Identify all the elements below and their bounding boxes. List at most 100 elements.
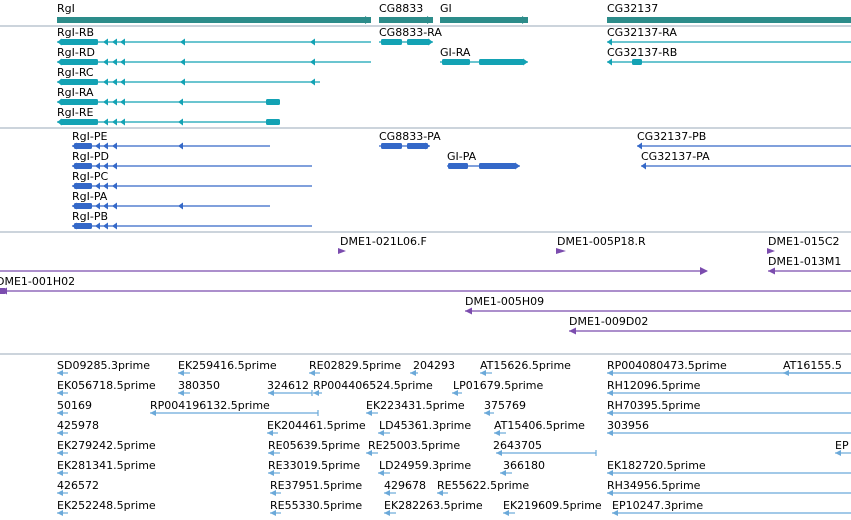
est-feature[interactable]: 426572 [57,479,99,496]
est-feature[interactable]: EK281341.5prime [57,459,156,476]
protein-feature[interactable]: RgI-PA [72,190,270,210]
feature-label: RE37951.5prime [270,479,362,492]
transcript-feature[interactable]: GI-RA [440,46,528,66]
feature-label: CG32137-PA [641,150,710,163]
feature-label: AT15406.5prime [494,419,585,432]
est-feature[interactable]: RH12096.5prime [607,379,851,396]
est-feature[interactable]: RE25003.5prime [366,439,460,456]
est-feature[interactable]: EP10247.3prime [612,499,851,516]
gene-track: RgI CG8833 GI CG32137 [57,2,851,24]
feature-label: GI [440,2,452,15]
est-feature[interactable]: RE05639.5prime [268,439,360,456]
transcript-feature[interactable]: CG8833-RA [379,26,442,46]
est-feature[interactable]: LD45361.3prime [378,419,471,436]
feature-label: CG8833 [379,2,423,15]
feature-label: 2643705 [493,439,542,452]
clone-feature[interactable]: DME1-001H02 [0,275,851,295]
est-feature[interactable]: LP01679.5prime [452,379,544,396]
est-feature[interactable]: 380350 [178,379,220,396]
est-feature[interactable]: EK219609.5prime [503,499,602,516]
est-feature[interactable]: EK282263.5prime [384,499,483,516]
est-feature[interactable]: 2643705 [493,439,597,456]
est-feature[interactable]: AT15406.5prime [494,419,585,436]
feature-label: RE33019.5prime [268,459,360,472]
feature-label: RgI-RA [57,86,94,99]
est-feature[interactable]: RP004406524.5prime [313,379,433,396]
transcript-feature[interactable]: RgI-RD [57,46,371,66]
protein-feature[interactable]: GI-PA [447,150,520,170]
protein-feature[interactable]: RgI-PC [72,170,312,190]
est-feature[interactable]: RH70395.5prime [607,399,851,416]
est-feature[interactable]: 375769 [484,399,526,416]
est-feature[interactable]: AT16155.5 [783,359,851,376]
est-feature[interactable]: RE02829.5prime [309,359,401,376]
transcript-feature[interactable]: RgI-RE [57,106,280,126]
feature-label: 425978 [57,419,99,432]
feature-label: DME1-005P18.R [557,235,646,248]
est-feature[interactable]: EK223431.5prime [366,399,465,416]
feature-label: RE05639.5prime [268,439,360,452]
est-feature[interactable]: 366180 [500,459,545,476]
feature-label: CG32137-PB [637,130,706,143]
transcript-feature[interactable]: CG32137-RB [607,46,851,66]
est-feature[interactable]: EK204461.5prime [267,419,366,436]
feature-label: EK204461.5prime [267,419,366,432]
feature-label: CG32137-RB [607,46,677,59]
est-feature[interactable]: EP [835,439,851,456]
est-track: SD09285.3prime EK259416.5prime RE02829.5pr… [57,359,851,516]
est-feature[interactable]: 429678 [384,479,426,496]
feature-label: EK219609.5prime [503,499,602,512]
gene-feature[interactable]: CG32137 [607,2,851,23]
feature-label: RgI-RE [57,106,93,119]
est-feature[interactable]: 50169 [57,399,92,416]
gene-feature[interactable]: GI [440,2,528,24]
est-feature[interactable]: SD09285.3prime [57,359,150,376]
feature-label: SD09285.3prime [57,359,150,372]
est-feature[interactable]: 204293 [410,359,455,376]
feature-label: 324612 [267,379,309,392]
est-feature[interactable]: RP004196132.5prime [150,399,319,416]
est-feature[interactable]: EK259416.5prime [178,359,277,376]
est-feature[interactable]: 324612 [267,379,313,396]
clone-feature[interactable]: DME1-009D02 [569,315,851,335]
feature-label: RP004196132.5prime [150,399,270,412]
gene-feature[interactable]: RgI [57,2,371,24]
transcript-track: RgI-RB RgI-RD RgI-RC RgI-RA RgI-RE CG8833-RA G… [57,26,851,126]
protein-feature[interactable]: RgI-PB [72,210,312,230]
clone-feature[interactable]: DME1-005H09 [465,295,851,315]
est-feature[interactable]: 425978 [57,419,99,436]
est-feature[interactable]: EK279242.5prime [57,439,156,456]
protein-feature[interactable]: CG32137-PB [637,130,851,150]
clone-feature[interactable]: DME1-005P18.R [556,235,646,254]
feature-label: RgI-PC [72,170,108,183]
est-feature[interactable]: RH34956.5prime [607,479,851,496]
est-feature[interactable]: RE55330.5prime [270,499,362,516]
clone-feature[interactable]: DME1-015C2 [767,235,840,254]
transcript-feature[interactable]: CG32137-RA [607,26,851,46]
feature-label: DME1-015C2 [768,235,840,248]
protein-feature[interactable]: RgI-PD [72,150,312,170]
est-feature[interactable]: EK182720.5prime [607,459,851,476]
transcript-feature[interactable]: RgI-RB [57,26,371,46]
est-feature[interactable]: EK056718.5prime [57,379,156,396]
feature-label: EK282263.5prime [384,499,483,512]
est-feature[interactable]: EK252248.5prime [57,499,156,516]
est-feature[interactable]: AT15626.5prime [480,359,571,376]
clone-span[interactable] [0,267,708,294]
clone-feature[interactable]: DME1-013M1 [768,255,851,275]
est-feature[interactable]: RE37951.5prime [270,479,362,496]
est-feature[interactable]: RE33019.5prime [268,459,360,476]
gene-feature[interactable]: CG8833 [379,2,433,24]
transcript-feature[interactable]: RgI-RC [57,66,320,86]
transcript-feature[interactable]: RgI-RA [57,86,280,106]
est-feature[interactable]: RE55622.5prime [437,479,529,496]
est-feature[interactable]: 303956 [607,419,851,436]
protein-feature[interactable]: CG32137-PA [641,150,851,170]
est-feature[interactable]: LD24959.3prime [378,459,471,476]
protein-feature[interactable]: RgI-PE [72,130,270,150]
clone-feature[interactable]: DME1-021L06.F [338,235,427,254]
protein-feature[interactable]: CG8833-PA [379,130,441,150]
feature-label: DME1-013M1 [768,255,841,268]
